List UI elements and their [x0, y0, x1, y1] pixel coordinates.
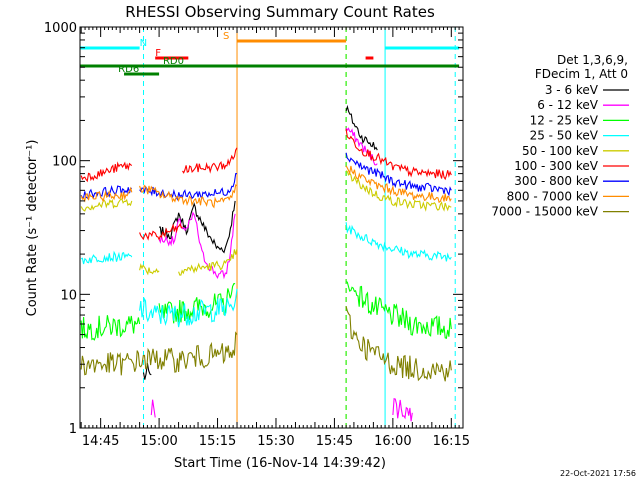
series-line-8-segment-0	[80, 331, 238, 376]
series-line-4-segment-2	[178, 248, 238, 276]
series-line-5-segment-0	[80, 161, 133, 183]
legend-label: 3 - 6 keV	[545, 83, 599, 97]
legend-label: 6 - 12 keV	[537, 98, 599, 112]
legend-label: 300 - 800 keV	[514, 174, 598, 188]
x-axis: 14:45 15:00 15:15 15:30 15:45 16:00 16:15	[80, 27, 470, 449]
series-800-7000-kev	[80, 165, 452, 209]
legend-label: 7000 - 15000 keV	[491, 205, 598, 219]
series-100-300-kev	[80, 129, 452, 241]
legend-label: 800 - 7000 keV	[507, 189, 599, 203]
series-line-3-segment-1	[139, 288, 238, 328]
y-tick-label: 10	[60, 288, 77, 303]
annotation-label-rd6: RD6	[118, 64, 139, 75]
series-25-50-kev	[81, 222, 452, 328]
legend-header-line: Det 1,3,6,9,	[557, 53, 628, 67]
series-line-7-segment-0	[80, 186, 133, 203]
series-line-2-segment-1	[158, 283, 236, 324]
x-axis-label: Start Time (16-Nov-14 14:39:42)	[174, 456, 386, 471]
series-line-5-segment-3	[345, 129, 452, 181]
legend-label: 100 - 300 keV	[514, 159, 598, 173]
series-line-4-segment-1	[139, 263, 160, 276]
y-axis-label: Count Rate (s⁻¹ detector⁻¹)	[25, 140, 40, 317]
x-tick-label: 15:00	[140, 434, 177, 449]
series-line-4-segment-0	[80, 198, 133, 212]
series-line-6-segment-2	[345, 152, 452, 197]
series-6-12-kev	[150, 127, 413, 422]
legend-label: 12 - 25 keV	[530, 113, 599, 127]
series-line-3-segment-0	[81, 250, 133, 265]
plot-frame	[79, 26, 464, 429]
annotation-label-n: N	[140, 38, 147, 49]
x-tick-label: 16:15	[433, 434, 470, 449]
series-line-1-segment-0	[150, 399, 156, 418]
render-timestamp: 22-Oct-2021 17:56	[560, 469, 636, 478]
x-tick-label: 15:45	[316, 434, 353, 449]
series-line-5-segment-2	[182, 147, 238, 174]
y-tick-label: 1	[69, 422, 77, 437]
series-line-1-segment-3	[392, 397, 413, 422]
series-line-8-segment-1	[345, 306, 452, 382]
series-line-1-segment-1	[158, 211, 236, 280]
annotation-label-f: F	[155, 48, 161, 59]
x-tick-label: 16:00	[374, 434, 411, 449]
y-tick-label: 1000	[44, 21, 77, 36]
series-line-2-segment-0	[80, 315, 141, 341]
legend-header-line: FDecim 1, Att 0	[535, 67, 628, 81]
series-50-100-kev	[80, 170, 452, 276]
series-line-3-segment-2	[345, 222, 452, 262]
series-line-7-segment-1	[139, 184, 238, 209]
series-line-5-segment-1	[139, 222, 183, 241]
chart-title: RHESSI Observing Summary Count Rates	[125, 3, 435, 21]
series-line-7-segment-2	[345, 165, 452, 204]
x-tick-label: 14:45	[82, 434, 119, 449]
y-tick-label: 100	[52, 155, 77, 170]
series-12-25-kev	[80, 281, 452, 341]
series-line-2-segment-2	[345, 281, 452, 340]
series-line-0-segment-2	[345, 104, 378, 151]
series-line-1-segment-2	[345, 127, 378, 166]
annotation-label-s: S	[223, 31, 229, 42]
legend-label: 50 - 100 keV	[522, 144, 599, 158]
series-line-0-segment-1	[159, 200, 236, 254]
annotation-label-rd0: RD0	[163, 56, 184, 67]
series-line-4-segment-3	[345, 170, 452, 212]
legend-label: 25 - 50 keV	[530, 129, 599, 143]
x-tick-label: 15:15	[199, 434, 236, 449]
x-tick-label: 15:30	[257, 434, 294, 449]
series-7000-15000-kev	[80, 306, 452, 382]
